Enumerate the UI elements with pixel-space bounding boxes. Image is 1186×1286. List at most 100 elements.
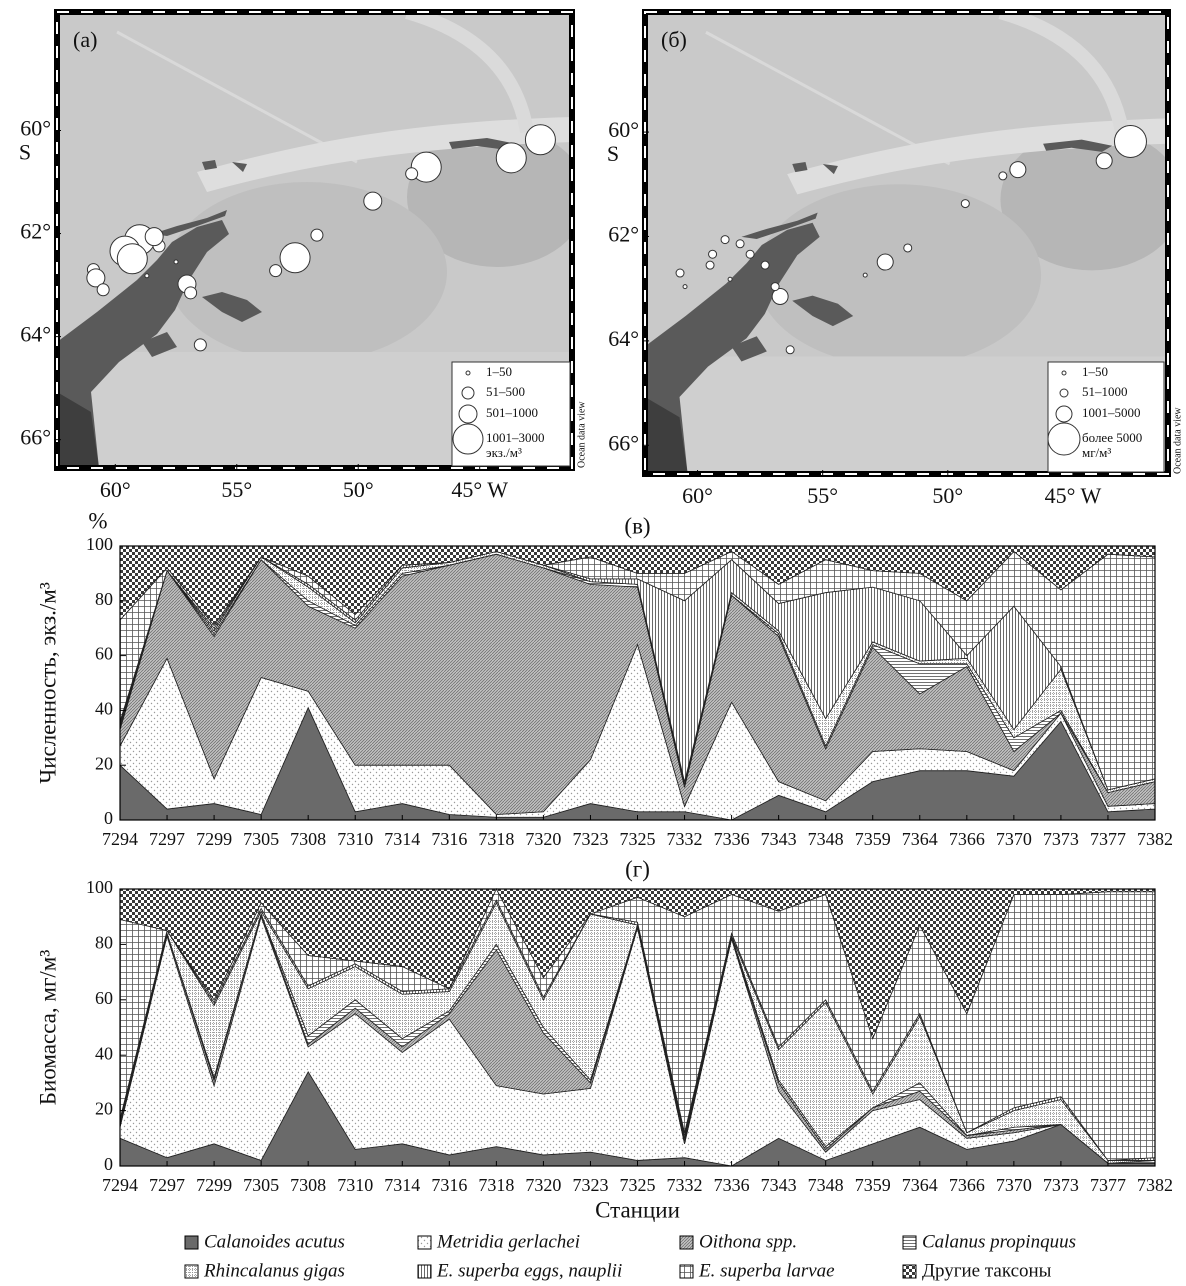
panel-label: (б) <box>661 27 687 52</box>
legend-swatch <box>185 1265 198 1278</box>
station-circle <box>117 244 147 274</box>
x-tick-label: 7310 <box>337 1175 373 1195</box>
legend-circle <box>1056 406 1072 422</box>
legend-swatch <box>418 1265 431 1278</box>
station-circle <box>496 143 526 173</box>
x-tick-label: 50° <box>343 477 374 502</box>
x-tick-label: 7294 <box>102 1175 138 1195</box>
y-tick-label: 66° <box>20 425 51 450</box>
x-tick-label: 7305 <box>243 829 279 849</box>
x-tick-label: 7373 <box>1043 1175 1079 1195</box>
legend-label: Другие таксоны <box>922 1260 1052 1281</box>
y-tick-label: 60° <box>20 116 51 141</box>
x-tick-label: 7325 <box>620 1175 656 1195</box>
y-tick-label: 0 <box>104 808 113 828</box>
legend-unit: мг/м³ <box>1082 445 1111 460</box>
y-tick-label: 62° <box>608 222 639 247</box>
station-circle <box>525 125 555 155</box>
legend-swatch <box>680 1265 693 1278</box>
legend-label: более 5000 <box>1082 430 1142 445</box>
x-tick-label: 7377 <box>1090 1175 1126 1195</box>
y-tick-label: 20 <box>95 1099 113 1119</box>
x-tick-label: 7297 <box>149 1175 185 1195</box>
x-tick-label: 45° W <box>451 477 508 502</box>
station-circle <box>721 236 729 244</box>
x-tick-label: 7370 <box>996 829 1032 849</box>
legend-label: 51–1000 <box>1082 384 1128 399</box>
x-tick-label: 7310 <box>337 829 373 849</box>
x-tick-label: 7316 <box>431 1175 467 1195</box>
panel-title: (в) <box>624 513 650 538</box>
x-tick-label: 7320 <box>525 829 561 849</box>
credit: Ocean data view <box>1172 407 1183 474</box>
x-tick-label: 7308 <box>290 1175 326 1195</box>
x-tick-label: 45° W <box>1045 483 1102 508</box>
legend-circle <box>1062 371 1066 375</box>
legend-label: Calanus propinquus <box>922 1231 1076 1252</box>
station-circle <box>1096 153 1112 169</box>
y-tick-label: 0 <box>104 1154 113 1174</box>
x-tick-label: 7336 <box>714 1175 750 1195</box>
y-hemisphere: S <box>19 140 31 165</box>
y-unit: % <box>88 508 107 533</box>
station-circle <box>706 261 714 269</box>
y-tick-label: 80 <box>95 933 113 953</box>
station-circle <box>728 277 732 281</box>
y-tick-label: 60 <box>95 644 113 664</box>
panel-label: (a) <box>73 27 97 52</box>
station-circle <box>676 269 684 277</box>
x-tick-label: 7364 <box>902 829 938 849</box>
legend-label: 1–50 <box>1082 364 1108 379</box>
legend-label: Metridia gerlachei <box>436 1231 580 1252</box>
panel-title: (г) <box>625 856 650 881</box>
x-tick-label: 7320 <box>525 1175 561 1195</box>
y-tick-label: 20 <box>95 753 113 773</box>
x-tick-label: 7343 <box>761 829 797 849</box>
station-circle <box>761 261 769 269</box>
legend-label: Calanoides acutus <box>204 1231 345 1252</box>
x-tick-label: 7299 <box>196 1175 232 1195</box>
y-hemisphere: S <box>607 141 619 166</box>
legend-swatch <box>680 1236 693 1249</box>
legend-label: Oithona spp. <box>699 1231 797 1252</box>
station-circle <box>97 284 109 296</box>
x-tick-label: 7336 <box>714 829 750 849</box>
x-tick-label: 7359 <box>855 1175 891 1195</box>
station-circle <box>877 254 893 270</box>
y-tick-label: 60° <box>608 117 639 142</box>
y-tick-label: 62° <box>20 219 51 244</box>
station-circle <box>709 250 717 258</box>
x-tick-label: 7305 <box>243 1175 279 1195</box>
x-axis-label: Станции <box>595 1197 680 1222</box>
y-tick-label: 100 <box>86 877 113 897</box>
station-circle <box>311 229 323 241</box>
y-tick-label: 64° <box>608 326 639 351</box>
station-circle <box>863 273 867 277</box>
station-circle <box>406 168 418 180</box>
x-tick-label: 7343 <box>761 1175 797 1195</box>
x-tick-label: 7332 <box>667 1175 703 1195</box>
x-tick-label: 7364 <box>902 1175 938 1195</box>
legend-label: 51–500 <box>486 384 525 399</box>
legend-swatch <box>903 1265 916 1278</box>
x-tick-label: 7297 <box>149 829 185 849</box>
legend-swatch <box>903 1236 916 1249</box>
y-tick-label: 40 <box>95 1043 113 1063</box>
legend-label: E. superba eggs, nauplii <box>436 1260 622 1281</box>
x-tick-label: 7314 <box>384 1175 420 1195</box>
x-tick-label: 7316 <box>431 829 467 849</box>
y-tick-label: 100 <box>86 534 113 554</box>
station-circle <box>280 243 310 273</box>
y-tick-label: 40 <box>95 699 113 719</box>
legend-circle <box>466 371 470 375</box>
x-tick-label: 7359 <box>855 829 891 849</box>
figure: (a)60°55°50°45° W60°S62°64°66°Ocean data… <box>0 0 1186 1286</box>
x-tick-label: 7314 <box>384 829 420 849</box>
legend-label: 1001–3000 <box>486 430 545 445</box>
x-tick-label: 60° <box>100 477 131 502</box>
legend-swatch <box>418 1236 431 1249</box>
credit: Ocean data view <box>576 401 587 468</box>
x-tick-label: 7373 <box>1043 829 1079 849</box>
station-circle <box>786 346 794 354</box>
x-tick-label: 7382 <box>1137 1175 1173 1195</box>
